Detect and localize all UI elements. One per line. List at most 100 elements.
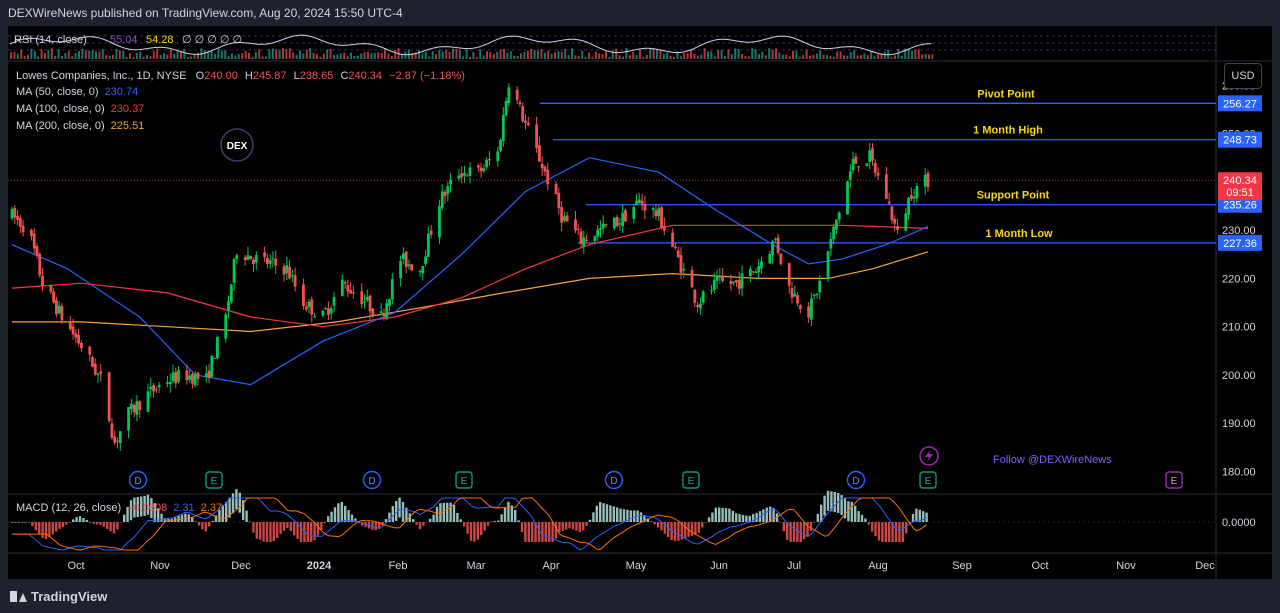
rsi-value-1: 55.04 <box>110 34 138 46</box>
macd-bar <box>680 522 683 540</box>
rsi-bar <box>475 56 478 59</box>
candle-body <box>285 265 289 274</box>
rsi-bar <box>744 55 747 59</box>
candles <box>10 83 930 451</box>
rsi-bar <box>567 55 570 59</box>
rsi-bar <box>190 56 193 59</box>
macd-bar <box>667 522 670 537</box>
rsi-bar <box>659 50 662 59</box>
macd-bar <box>415 522 418 525</box>
candle-body <box>890 206 894 221</box>
rsi-bar <box>411 53 414 59</box>
candle-body <box>449 179 452 185</box>
earnings-marker[interactable]: E <box>682 471 700 489</box>
rsi-bar <box>258 49 261 59</box>
macd-bar <box>452 505 456 522</box>
candle-body <box>388 299 391 306</box>
rsi-bar <box>628 55 631 59</box>
rsi-bar <box>499 49 502 59</box>
candle-body <box>712 280 716 290</box>
legend-close: 240.34 <box>348 70 382 82</box>
earnings-marker[interactable]: E <box>205 471 223 489</box>
candle-body <box>13 207 17 218</box>
level-price-label: 227.36 <box>1223 238 1257 250</box>
candle-body <box>346 285 350 292</box>
macd-bar <box>10 522 14 523</box>
macd-bar <box>235 489 238 510</box>
macd-bar <box>843 498 847 519</box>
dividend-marker[interactable]: D <box>128 470 148 490</box>
macd-bar <box>565 522 568 530</box>
candle-body <box>371 308 375 316</box>
rsi-bar <box>312 52 315 59</box>
rsi-bar <box>618 55 621 59</box>
candle-body <box>896 226 899 230</box>
price-chart[interactable]: RSI (14, close) 55.04 54.28 ∅ ∅ ∅ ∅ ∅ Pi… <box>8 26 1272 579</box>
macd-bar <box>259 522 262 540</box>
rsi-bar <box>537 50 539 59</box>
rsi-bar <box>363 52 366 59</box>
candle-body <box>154 389 158 391</box>
rsi-bar <box>764 55 767 59</box>
candle-body <box>340 279 344 296</box>
y-tick-label: 200.00 <box>1222 370 1256 382</box>
svg-text:E: E <box>461 476 468 487</box>
rsi-bar <box>30 48 33 59</box>
published-text: DEXWireNews published on TradingView.com… <box>8 6 403 20</box>
candle-body <box>540 163 544 169</box>
rsi-bar <box>452 48 454 59</box>
candle-body <box>818 281 822 293</box>
currency-button[interactable]: USD <box>1224 63 1262 89</box>
earnings-marker[interactable]: E <box>919 471 937 489</box>
macd-bar <box>299 522 303 542</box>
macd-bar <box>503 508 507 522</box>
macd-bar <box>231 493 235 514</box>
macd-bar <box>14 522 17 523</box>
svg-text:D: D <box>852 476 859 487</box>
ma200-value: 225.51 <box>111 120 145 132</box>
candle-body <box>327 308 330 315</box>
macd-bar <box>531 522 534 542</box>
candle-body <box>884 174 888 199</box>
candle-body <box>701 291 705 303</box>
earnings-marker[interactable]: E <box>455 471 473 489</box>
dividend-marker[interactable]: D <box>362 470 382 490</box>
macd-bar <box>184 513 187 522</box>
candle-body <box>349 289 353 294</box>
rsi-bar <box>251 56 254 59</box>
macd-bar <box>792 522 796 542</box>
candle-body <box>682 268 686 271</box>
rsi-bar <box>112 55 114 59</box>
dividend-marker[interactable]: D <box>846 470 866 490</box>
rsi-bar <box>33 51 36 59</box>
svg-text:D: D <box>134 476 141 487</box>
earnings-marker[interactable]: E <box>1165 471 1183 489</box>
macd-bar <box>728 508 731 522</box>
candle-body <box>385 303 389 319</box>
macd-bar <box>140 496 143 517</box>
candle-body <box>30 229 33 237</box>
candle-body <box>521 106 525 122</box>
legend-change: −2.87 (−1.18%) <box>389 70 465 82</box>
macd-bar <box>568 522 571 529</box>
candle-body <box>798 305 802 310</box>
macd-label: MACD (12, 26, close) <box>16 502 121 514</box>
macd-bar <box>466 522 469 534</box>
candle-body <box>468 167 472 176</box>
rsi-bar <box>13 51 16 59</box>
macd-bar <box>228 497 231 518</box>
rsi-bar <box>904 48 907 59</box>
level-label: Pivot Point <box>977 88 1035 100</box>
rsi-bar <box>795 50 798 59</box>
candle-body <box>604 224 608 226</box>
macd-bar <box>911 513 915 522</box>
svg-text:MA (100, close, 0)230.37: MA (100, close, 0) 230.37 <box>16 103 144 115</box>
dividend-marker[interactable]: D <box>604 470 624 490</box>
macd-bar <box>463 522 466 527</box>
candle-body <box>793 293 797 297</box>
x-tick-label: Dec <box>231 560 251 572</box>
rsi-bar <box>707 51 709 59</box>
candle-body <box>379 311 383 314</box>
macd-bar <box>446 502 449 522</box>
